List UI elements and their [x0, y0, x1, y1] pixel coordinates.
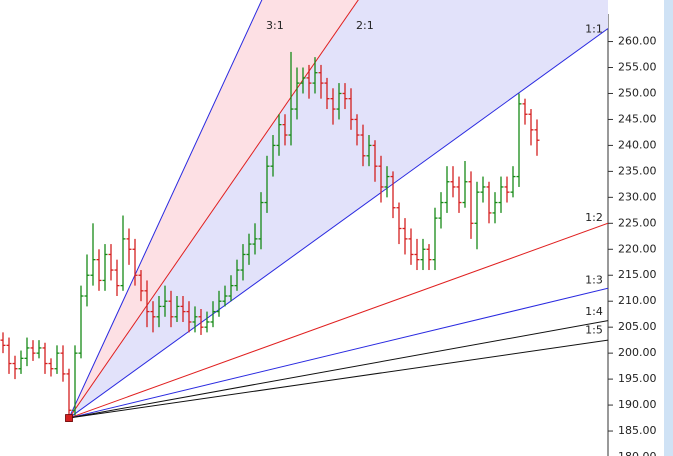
y-tick-label: 250.00: [618, 86, 657, 99]
fan-label: 1:3: [585, 274, 603, 287]
y-tick-label: 180.00: [618, 450, 657, 456]
fan-label: 1:2: [585, 211, 603, 224]
fan-line: [68, 0, 359, 419]
y-tick-label: 255.00: [618, 61, 657, 74]
fan-line: [68, 222, 608, 419]
y-tick-label: 195.00: [618, 372, 657, 385]
fan-label: 1:5: [585, 324, 603, 337]
y-tick-label: 215.00: [618, 268, 657, 281]
price-axis: 180.00 185.00 190.00 195.00 200.00 205.00 210.…: [608, 35, 657, 456]
y-tick-label: 210.00: [618, 294, 657, 307]
fan-line: [68, 28, 608, 419]
fan-labels: 3:1 2:1 1:1 1:2 1:3 1:4 1:5: [65, 19, 603, 422]
fan-line: [68, 320, 608, 419]
y-tick-label: 245.00: [618, 112, 657, 125]
fan-label: 1:4: [585, 305, 603, 318]
side-strip: [664, 0, 673, 456]
y-tick-label: 190.00: [618, 398, 657, 411]
fan-line: [68, 0, 263, 419]
y-tick-label: 185.00: [618, 424, 657, 437]
y-tick-label: 200.00: [618, 346, 657, 359]
fan-line: [68, 339, 608, 419]
y-tick-label: 260.00: [618, 35, 657, 48]
y-tick-label: 225.00: [618, 216, 657, 229]
y-tick-label: 220.00: [618, 242, 657, 255]
y-tick-label: 205.00: [618, 320, 657, 333]
fan-label: 1:1: [585, 23, 603, 36]
fan-label: 2:1: [356, 19, 374, 32]
gann-fan: [68, 0, 608, 419]
fan-anchor: [65, 414, 73, 422]
fan-label: 3:1: [266, 19, 284, 32]
y-tick-label: 230.00: [618, 190, 657, 203]
fan-line: [68, 287, 608, 419]
fan-fill: [69, 0, 608, 419]
y-tick-label: 240.00: [618, 138, 657, 151]
price-bars: [0, 51, 540, 419]
y-tick-label: 235.00: [618, 164, 657, 177]
